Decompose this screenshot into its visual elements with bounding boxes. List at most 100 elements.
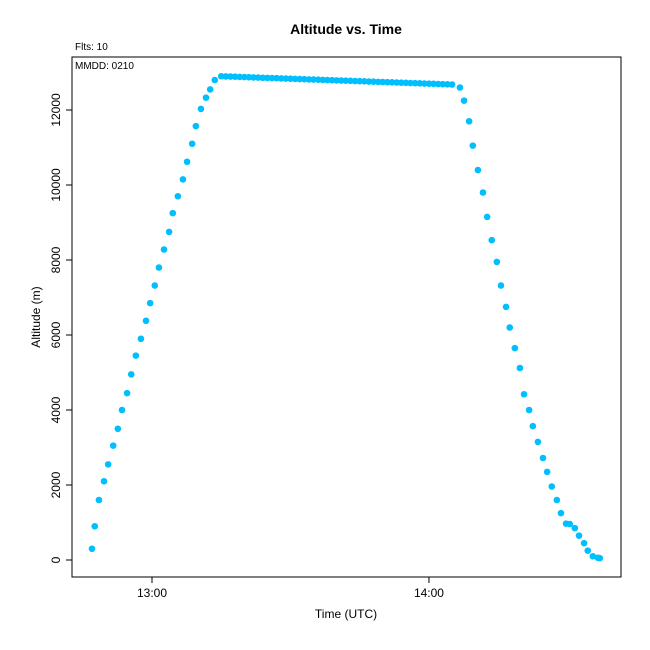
point [402, 79, 410, 87]
point [142, 317, 150, 325]
point [333, 77, 340, 84]
point [337, 77, 345, 84]
point [460, 97, 468, 104]
point [179, 176, 187, 183]
point [277, 75, 285, 82]
point [114, 425, 122, 433]
point [202, 94, 210, 101]
point [529, 422, 537, 430]
point [444, 81, 451, 88]
point [100, 477, 108, 485]
point [324, 76, 331, 84]
point [548, 483, 556, 490]
point [91, 522, 99, 530]
point [483, 213, 491, 221]
point [305, 76, 313, 83]
point [342, 77, 350, 85]
x-tick-label: 13:00 [137, 586, 167, 600]
point [534, 438, 542, 446]
y-tick-label: 10000 [49, 168, 63, 202]
y-tick-label: 12000 [49, 93, 63, 127]
point [511, 344, 519, 352]
point [384, 78, 391, 86]
point [250, 74, 257, 81]
point [347, 77, 354, 85]
point [525, 406, 533, 414]
point [516, 364, 524, 372]
point [245, 73, 253, 81]
point [310, 76, 317, 83]
point [566, 520, 574, 528]
point [374, 78, 382, 86]
point [430, 80, 437, 88]
point [127, 371, 135, 378]
point [273, 74, 280, 82]
point [268, 74, 276, 82]
point [160, 246, 168, 253]
y-tick-label: 6000 [49, 321, 63, 348]
chart-title: Altitude vs. Time [290, 21, 402, 37]
point [95, 496, 103, 504]
point [146, 299, 154, 307]
point [287, 75, 294, 83]
point [571, 524, 579, 532]
point [217, 72, 225, 80]
point [137, 335, 145, 343]
x-axis-label: Time (UTC) [315, 607, 377, 621]
point [543, 468, 551, 476]
plot-frame [71, 56, 622, 578]
point [236, 73, 244, 81]
point [197, 105, 205, 113]
point [169, 209, 177, 217]
point [314, 76, 322, 83]
point [589, 552, 597, 560]
point [328, 76, 336, 84]
point [393, 79, 400, 86]
subtitle: Flts: 10 [75, 42, 108, 53]
point [425, 80, 433, 87]
y-tick-label: 0 [49, 556, 63, 563]
point [206, 86, 214, 93]
point [584, 547, 592, 554]
point [493, 258, 501, 266]
point [296, 75, 304, 83]
point [439, 80, 447, 88]
point [165, 228, 173, 236]
y-tick-label: 8000 [49, 246, 63, 273]
point [123, 389, 131, 397]
point [192, 122, 200, 130]
point [188, 140, 196, 148]
point [282, 75, 290, 82]
point [259, 74, 267, 82]
point [397, 79, 405, 86]
point [319, 76, 327, 84]
point [506, 324, 514, 331]
point [456, 84, 464, 91]
point [370, 78, 377, 85]
point [227, 73, 234, 80]
point [183, 158, 191, 166]
point [132, 352, 140, 359]
point [241, 73, 248, 81]
point [407, 79, 414, 87]
point [575, 532, 583, 539]
annotation: MMDD: 0210 [75, 61, 134, 72]
y-axis-label: Altitude (m) [29, 286, 43, 347]
point [448, 81, 456, 88]
point [421, 80, 428, 87]
point [291, 75, 299, 83]
point [580, 539, 588, 547]
point [109, 442, 117, 449]
point [88, 545, 96, 553]
point [365, 78, 373, 85]
point [155, 264, 163, 271]
point [553, 496, 561, 504]
point [356, 77, 364, 85]
point [539, 454, 547, 462]
point [174, 192, 182, 200]
point [222, 73, 230, 80]
y-tick-label: 2000 [49, 471, 63, 498]
point [497, 282, 505, 289]
point [474, 166, 482, 174]
